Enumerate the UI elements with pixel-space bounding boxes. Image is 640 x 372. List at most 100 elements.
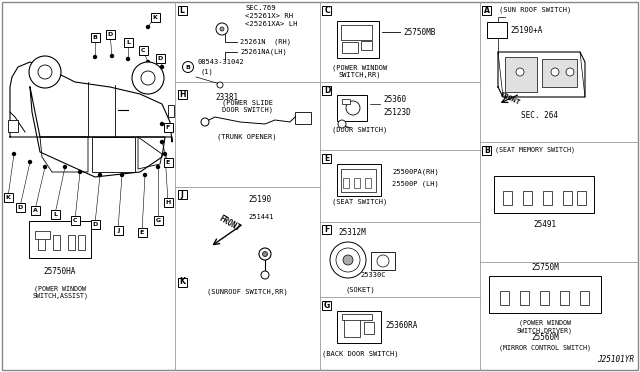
Bar — [354, 178, 360, 188]
Circle shape — [161, 141, 163, 144]
Text: 251441: 251441 — [248, 214, 273, 220]
Circle shape — [147, 61, 150, 64]
Bar — [577, 191, 586, 205]
Bar — [106, 29, 115, 38]
Bar — [90, 32, 99, 42]
Text: (BACK DOOR SWITCH): (BACK DOOR SWITCH) — [322, 351, 398, 357]
Text: E: E — [166, 160, 170, 164]
Bar — [51, 209, 60, 218]
Text: (POWER SLIDE
DOOR SWITCH): (POWER SLIDE DOOR SWITCH) — [221, 99, 273, 113]
Circle shape — [261, 271, 269, 279]
Text: L: L — [126, 39, 130, 45]
Text: 25360RA: 25360RA — [385, 321, 417, 330]
Circle shape — [29, 160, 31, 164]
Bar — [364, 322, 374, 334]
Circle shape — [201, 118, 209, 126]
FancyBboxPatch shape — [489, 276, 601, 313]
Text: FRONT: FRONT — [499, 92, 521, 106]
FancyBboxPatch shape — [342, 99, 350, 104]
Text: K: K — [179, 278, 185, 286]
Text: L: L — [53, 212, 57, 217]
Text: E: E — [140, 230, 144, 234]
Text: B: B — [93, 35, 97, 39]
Bar — [68, 235, 75, 250]
Text: FRONT: FRONT — [218, 214, 243, 234]
Text: D: D — [17, 205, 22, 209]
Circle shape — [217, 82, 223, 88]
Bar — [8, 120, 18, 132]
Bar — [168, 105, 174, 117]
Text: <25261X> RH: <25261X> RH — [245, 13, 293, 19]
Bar — [523, 191, 532, 205]
Text: 23381: 23381 — [215, 93, 238, 102]
Circle shape — [551, 68, 559, 76]
FancyBboxPatch shape — [342, 169, 376, 192]
Bar — [177, 90, 186, 99]
Circle shape — [38, 65, 52, 79]
Text: J: J — [180, 189, 184, 199]
Bar — [323, 301, 332, 310]
Bar — [342, 314, 372, 320]
Bar — [70, 215, 79, 224]
Circle shape — [262, 251, 268, 257]
Bar — [113, 225, 122, 234]
Text: C: C — [141, 48, 145, 52]
Bar — [323, 154, 332, 163]
Text: (SOKET): (SOKET) — [345, 287, 375, 293]
Text: H: H — [165, 199, 171, 205]
Bar — [90, 219, 99, 228]
FancyBboxPatch shape — [29, 221, 91, 258]
Bar — [38, 235, 45, 250]
Circle shape — [147, 26, 150, 29]
Text: 25330C: 25330C — [360, 272, 385, 278]
Text: 25123D: 25123D — [383, 108, 411, 116]
Bar — [150, 13, 159, 22]
Bar — [500, 291, 509, 305]
Text: (POWER WINDOW
SWITCH,DRIVER): (POWER WINDOW SWITCH,DRIVER) — [517, 320, 573, 334]
Text: F: F — [324, 224, 330, 234]
Circle shape — [13, 153, 15, 155]
Circle shape — [79, 170, 81, 173]
Text: H: H — [179, 90, 185, 99]
Text: K: K — [6, 195, 10, 199]
Text: D: D — [324, 86, 330, 94]
Bar — [138, 228, 147, 237]
Text: SEC.769: SEC.769 — [245, 5, 276, 11]
Circle shape — [157, 166, 159, 169]
Text: A: A — [33, 208, 37, 212]
Circle shape — [99, 173, 102, 176]
Bar — [177, 6, 186, 15]
FancyBboxPatch shape — [337, 95, 367, 121]
Bar — [543, 191, 552, 205]
Circle shape — [141, 71, 155, 85]
Text: J25101YR: J25101YR — [597, 355, 634, 364]
Bar — [163, 122, 173, 131]
Bar — [163, 198, 173, 206]
Bar — [156, 54, 164, 62]
Bar — [323, 224, 332, 234]
Circle shape — [143, 173, 147, 176]
Text: E: E — [324, 154, 330, 163]
Text: 25190+A: 25190+A — [510, 26, 542, 35]
Text: G: G — [156, 218, 161, 222]
Circle shape — [259, 248, 271, 260]
Bar — [505, 57, 537, 92]
Bar — [15, 202, 24, 212]
FancyBboxPatch shape — [342, 25, 372, 39]
Circle shape — [163, 153, 166, 155]
Text: 25500P (LH): 25500P (LH) — [392, 181, 439, 187]
Text: (TRUNK OPENER): (TRUNK OPENER) — [217, 134, 276, 140]
Text: C: C — [73, 218, 77, 222]
Text: (SUNROOF SWITCH,RR): (SUNROOF SWITCH,RR) — [207, 289, 287, 295]
Circle shape — [132, 62, 164, 94]
Circle shape — [346, 101, 360, 115]
Bar — [35, 231, 50, 239]
Text: A: A — [484, 6, 490, 15]
Text: 25360: 25360 — [383, 94, 406, 103]
Circle shape — [336, 248, 360, 272]
Circle shape — [338, 120, 346, 128]
Bar — [163, 157, 173, 167]
Bar — [483, 145, 492, 154]
Text: 25750MB: 25750MB — [403, 28, 435, 36]
Text: L: L — [180, 6, 184, 15]
